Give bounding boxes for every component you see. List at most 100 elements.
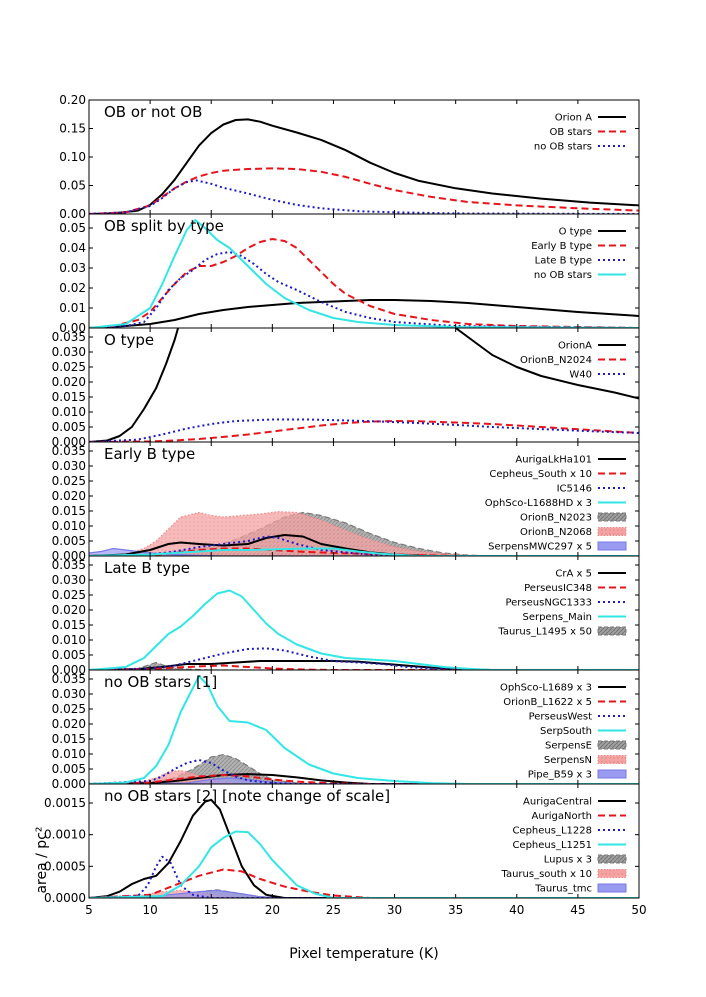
y-tick-label: 0.00 <box>59 207 86 221</box>
legend-label: OB stars <box>550 127 593 138</box>
legend-swatch <box>597 854 627 864</box>
legend-label: Cepheus_South x 10 <box>489 469 592 480</box>
panel-title: OB split by type <box>104 217 224 235</box>
legend-label: no OB stars <box>534 270 592 281</box>
y-tick-label: 0.030 <box>52 573 86 587</box>
y-tick-label: 0.010 <box>52 519 86 533</box>
panel-title: OB or not OB <box>104 103 202 121</box>
legend-label: OrionA <box>558 341 592 352</box>
legend-label: Taurus_L1495 x 50 <box>497 627 592 638</box>
series-line-Serpens_Main <box>89 589 639 670</box>
y-tick-label: 0.10 <box>59 150 86 164</box>
x-axis-label: Pixel temperature (K) <box>289 946 438 962</box>
legend-label: Taurus_south x 10 <box>500 869 592 880</box>
legend-label: AurigaLkHa101 <box>515 455 592 466</box>
y-tick-label: 0.015 <box>52 390 86 404</box>
legend-label: SerpensMWC297 x 5 <box>488 542 592 553</box>
series-line-OphSco-L1689 x 3 <box>89 773 639 784</box>
y-tick-label: 0.025 <box>52 588 86 602</box>
plot-area <box>89 798 639 898</box>
series-line-IC5146 <box>89 535 639 556</box>
legend-label: Early B type <box>531 241 592 252</box>
series-line-OphSco-L1688HD x 3 <box>89 547 639 556</box>
legend-swatch <box>597 512 627 522</box>
legend-label: PerseusIC348 <box>524 583 592 594</box>
x-tick-label: 20 <box>265 903 280 917</box>
y-tick-label: 0.035 <box>52 558 86 572</box>
x-tick-label: 25 <box>326 903 341 917</box>
panel-frame <box>88 783 640 899</box>
y-tick-label: 0.010 <box>52 633 86 647</box>
legend-label: Lupus x 3 <box>544 855 592 866</box>
legend: CrA x 5 PerseusIC348 PerseusNGC1333 Serpens… <box>497 569 627 638</box>
legend-swatch <box>597 740 627 750</box>
legend: OphSco-L1689 x 3 OrionB_L1622 x 5 PerseusW… <box>500 683 627 781</box>
panel-frame <box>88 327 640 443</box>
y-tick-label: 0.005 <box>52 420 86 434</box>
y-tick-label: 0.035 <box>52 330 86 344</box>
legend-label: PerseusNGC1333 <box>505 598 592 609</box>
y-tick-label: 0.0015 <box>44 796 86 810</box>
series-line-Cepheus_L1251 <box>89 830 639 898</box>
panel-title: no OB stars [1] <box>104 673 217 691</box>
y-tick-label: 0.005 <box>52 534 86 548</box>
y-tick-label: 0.020 <box>52 489 86 503</box>
y-tick-label: 0.000 <box>52 435 86 449</box>
x-tick-label: 35 <box>448 903 463 917</box>
x-tick-label: 40 <box>509 903 524 917</box>
y-tick-label: 0.01 <box>59 301 86 315</box>
legend: Orion A OB stars no OB stars <box>534 113 626 153</box>
legend-label: Pipe_B59 x 3 <box>528 770 592 781</box>
series-line-OrionA <box>89 328 639 442</box>
legend-label: AurigaNorth <box>531 811 592 822</box>
legend-label: W40 <box>569 370 592 381</box>
y-tick-label: 0.000 <box>52 549 86 563</box>
panel-title: Early B type <box>104 445 195 463</box>
y-tick-label: 0.015 <box>52 504 86 518</box>
panel-title: Late B type <box>104 559 190 577</box>
panel-4: 0.0000.0050.0100.0150.0200.0250.0300.035… <box>52 441 640 563</box>
legend-swatch <box>597 769 627 779</box>
y-tick-label: 0.0000 <box>44 891 86 905</box>
legend-label: Cepheus_L1251 <box>512 840 592 851</box>
series-line-Orion A <box>89 118 639 214</box>
legend-swatch <box>597 527 627 536</box>
series-line-Early B type <box>89 238 639 328</box>
legend-swatch <box>597 541 627 551</box>
legend: AurigaLkHa101 Cepheus_South x 10 IC5146 Oph… <box>485 455 627 553</box>
legend-label: Taurus_tmc <box>534 884 592 895</box>
legend: OrionA OrionB_N2024 W40 <box>520 341 626 381</box>
series-line-SerpSouth <box>89 675 639 784</box>
x-tick-label: 10 <box>142 903 157 917</box>
legend-label: SerpensN <box>544 755 592 766</box>
y-tick-label: 0.0010 <box>44 828 86 842</box>
y-tick-label: 0.030 <box>52 687 86 701</box>
series-line-W40 <box>89 418 639 442</box>
x-tick-label: 50 <box>631 903 646 917</box>
y-tick-label: 0.03 <box>59 261 86 275</box>
plot-area <box>89 219 639 328</box>
x-tick-label: 15 <box>204 903 219 917</box>
legend-label: OrionB_N2023 <box>520 513 592 524</box>
series-line-Cepheus_L1228 <box>89 855 639 898</box>
panel-7: 0.0000 0.0005 0.0010 0.0015 no OB stars [2] … <box>44 783 640 905</box>
y-tick-label: 0.20 <box>59 93 86 107</box>
y-tick-label: 0.05 <box>59 179 86 193</box>
series-line-OrionB_N2024 <box>89 420 639 442</box>
y-tick-label: 0.025 <box>52 702 86 716</box>
y-tick-label: 0.035 <box>52 444 86 458</box>
series-line-OB stars <box>89 167 639 214</box>
y-tick-label: 0.04 <box>59 241 86 255</box>
series-line-Late B type <box>89 251 639 328</box>
legend-label: O type <box>559 227 592 238</box>
y-tick-label: 0.030 <box>52 459 86 473</box>
y-tick-label: 0.0005 <box>44 859 86 873</box>
legend-label: AurigaCentral <box>523 797 592 808</box>
legend-label: Late B type <box>535 256 592 267</box>
y-tick-label: 0.025 <box>52 474 86 488</box>
y-tick-label: 0.005 <box>52 648 86 662</box>
series-line-AurigaCentral <box>89 798 639 898</box>
